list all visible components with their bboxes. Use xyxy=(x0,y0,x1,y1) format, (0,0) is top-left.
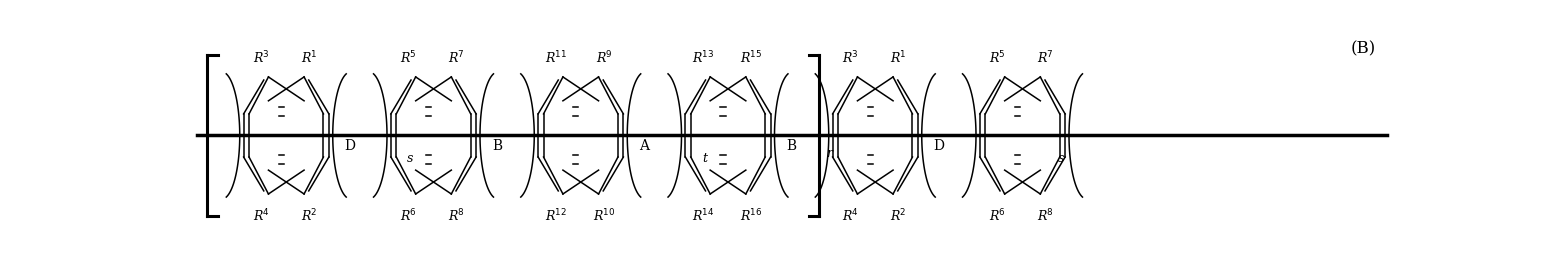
Text: R$^{6}$: R$^{6}$ xyxy=(400,207,417,224)
Text: t: t xyxy=(702,152,707,165)
Text: D: D xyxy=(934,139,945,153)
Text: R$^{5}$: R$^{5}$ xyxy=(989,50,1006,67)
Text: R$^{14}$: R$^{14}$ xyxy=(693,207,714,224)
Text: R$^{8}$: R$^{8}$ xyxy=(1037,207,1054,224)
Text: R$^{2}$: R$^{2}$ xyxy=(301,207,317,224)
Text: B: B xyxy=(492,139,502,153)
Text: R$^{13}$: R$^{13}$ xyxy=(693,50,714,67)
Text: D: D xyxy=(345,139,356,153)
Text: R$^{16}$: R$^{16}$ xyxy=(741,207,762,224)
Text: R$^{2}$: R$^{2}$ xyxy=(890,207,906,224)
Text: R$^{4}$: R$^{4}$ xyxy=(843,207,858,224)
Text: R$^{3}$: R$^{3}$ xyxy=(843,50,858,67)
Text: (B): (B) xyxy=(1351,41,1376,58)
Text: R$^{4}$: R$^{4}$ xyxy=(254,207,271,224)
Text: s: s xyxy=(1057,152,1065,165)
Text: R$^{7}$: R$^{7}$ xyxy=(448,50,465,67)
Text: s: s xyxy=(407,152,413,165)
Text: R$^{10}$: R$^{10}$ xyxy=(592,207,615,224)
Text: R$^{8}$: R$^{8}$ xyxy=(448,207,465,224)
Text: R$^{5}$: R$^{5}$ xyxy=(400,50,417,67)
Text: R$^{9}$: R$^{9}$ xyxy=(595,50,612,67)
Text: R$^{12}$: R$^{12}$ xyxy=(546,207,567,224)
Text: R$^{1}$: R$^{1}$ xyxy=(301,50,318,67)
Text: r: r xyxy=(826,147,832,160)
Text: R$^{3}$: R$^{3}$ xyxy=(254,50,269,67)
Text: R$^{11}$: R$^{11}$ xyxy=(544,50,567,67)
Text: R$^{1}$: R$^{1}$ xyxy=(890,50,906,67)
Text: R$^{7}$: R$^{7}$ xyxy=(1037,50,1054,67)
Text: B: B xyxy=(787,139,796,153)
Text: R$^{6}$: R$^{6}$ xyxy=(989,207,1006,224)
Text: A: A xyxy=(640,139,649,153)
Text: R$^{15}$: R$^{15}$ xyxy=(741,50,762,67)
